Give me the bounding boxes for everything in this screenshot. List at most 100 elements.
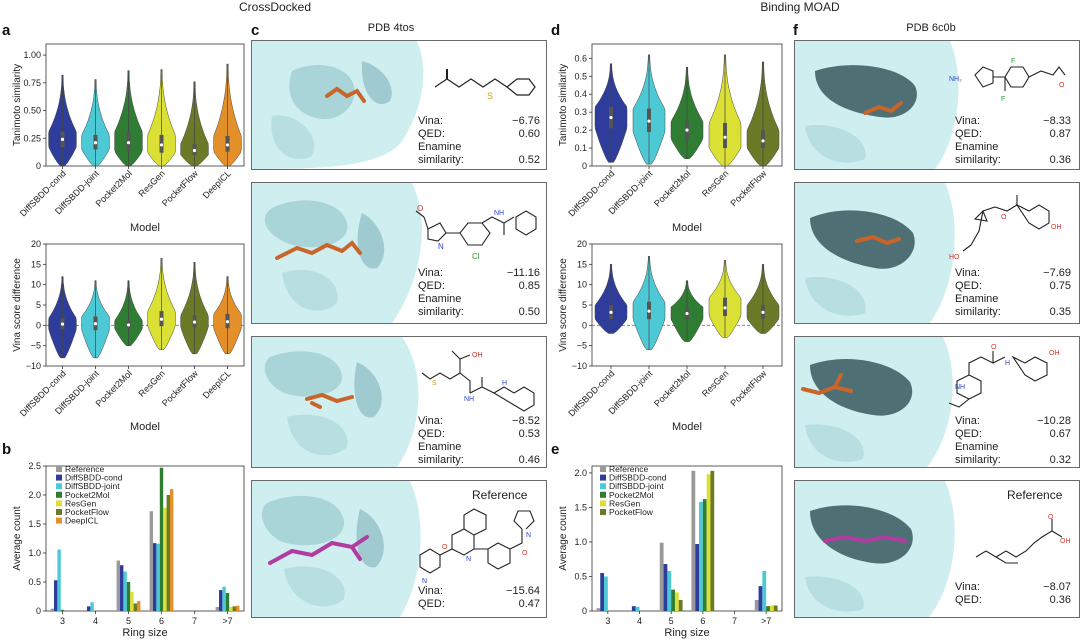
b-bar-Reference-3 [50,608,55,611]
b-bar-DiffSBDD-cond-3 [54,580,58,611]
qed-label: QED: [955,280,982,292]
d-bottom-ytick-label: −5 [577,341,587,351]
e-xtick-label: 7 [732,616,737,626]
e-ylabel: Average count [558,506,569,571]
b-ylabel: Average count [12,506,23,571]
e-xlabel: Ring size [664,627,709,639]
pdb-title-c: PDB 4tos [367,22,415,34]
atom-label-o: O [1059,82,1065,89]
atom-label-nh: NH [494,210,504,217]
b-xtick-label: 4 [93,616,98,626]
qed-value: 0.87 [1049,128,1071,140]
e-xtick-label: 5 [669,616,674,626]
b-ytick-label: 0 [36,606,41,616]
e-bar-DiffSBDD-joint-6 [699,501,703,611]
d-top-median-ResGen [723,135,727,139]
d-top-ytick-label: 0.6 [574,53,587,63]
a-bottom-axes-frame [45,243,245,367]
b-legend-swatch-DiffSBDD-joint [56,483,62,490]
d-bottom-xtick-label: Pocket2Mol [652,368,692,408]
a-top-median-ResGen [159,143,164,147]
d-top-ytick-label: 0 [582,161,587,171]
molecule-card-f-1: NH₂ F F O Vina: −8.33 QED: 0.87 Enamine si… [794,40,1080,170]
e-bar-DiffSBDD-cond-6 [695,544,700,611]
molecule-structure-drawing: OH S NH H [421,350,535,412]
a-bottom-ytick-label: 20 [31,240,41,249]
qed-label: QED: [955,594,982,606]
b-legend-label-ResGen: ResGen [65,498,96,508]
a-bottom-xtick-label: ResGen [136,368,166,398]
a-top-ytick-label: 1.00 [23,50,41,60]
a-top-xlabel: Model [130,222,160,234]
atom-label-oh: OH [1051,224,1062,231]
qed-label: QED: [418,280,445,292]
molecule-structure-drawing: O H OH NH [948,344,1060,408]
d-top-median-DiffSBDD-cond [609,115,613,120]
header-crossdocked: CrossDocked [238,0,312,14]
panel-label-b: b [2,441,12,458]
a-top-ytick-label: 0.75 [23,78,41,88]
vina-value: −7.69 [1043,267,1071,279]
d-bottom-ytick-label: −10 [572,361,587,371]
atom-label-n: N [526,532,531,539]
similarity-value: 0.52 [518,154,540,166]
b-legend-swatch-ResGen [56,500,62,507]
e-bar-ResGen-6 [706,474,711,611]
qed-value: 0.60 [518,128,540,140]
vina-label: Vina: [955,581,980,593]
d-top-median-DiffSBDD-joint [647,119,651,123]
a-bottom-ytick-label: −10 [26,361,41,371]
molecule-card-f-2: O OH HO Vina: −7.69 QED: 0.75 Enamine simi… [794,182,1080,324]
e-legend-swatch-DiffSBDD-joint [600,483,606,490]
e-bar-DiffSBDD-joint-4 [635,606,640,611]
qed-label: QED: [418,128,445,140]
a-top-median-DiffSBDD-cond [60,137,65,141]
b-legend-swatch-Pocket2Mol [56,491,62,498]
b-ytick-label: 0.5 [28,577,41,587]
d-top-xtick-label: PocketFlow [728,168,768,208]
b-axes-frame [45,465,245,612]
qed-value: 0.53 [518,428,540,440]
qed-value: 0.47 [518,598,540,610]
b-legend-swatch-DiffSBDD-cond [56,474,62,481]
molecule-structure-drawing: N O N O N [419,508,535,585]
e-bar-Pocket2Mol->7 [766,606,770,611]
b-bar-PocketFlow-6 [166,495,170,611]
atom-label-o: O [1048,514,1054,521]
enamine-label: Enamine [955,141,999,153]
b-bar-ResGen->7 [229,606,233,611]
b-bar-DiffSBDD-joint-5 [123,571,127,611]
panel-label-f: f [793,22,798,39]
metrics-table: Vina: −6.76 QED: 0.60 Enamine similarity: 0… [418,115,540,167]
atom-label-n: N [438,242,444,251]
reference-label: Reference [472,488,528,502]
b-bar-DeepICL->7 [235,605,240,611]
a-top-ytick-label: 0.25 [23,133,41,143]
d-top-ytick-label: 0.5 [574,71,587,81]
b-legend-label-DiffSBDD-joint: DiffSBDD-joint [65,481,120,491]
e-bar-Reference-6 [691,470,696,611]
b-bar-DiffSBDD-cond-6 [153,543,157,611]
e-bar-DiffSBDD-cond->7 [758,586,763,611]
b-bar-DiffSBDD-joint-4 [90,602,94,611]
d-top-iqr-box-PocketFlow [761,130,765,149]
e-bar-DiffSBDD-cond-4 [631,606,636,611]
atom-label-n: N [466,556,471,563]
b-legend-label-DiffSBDD-cond: DiffSBDD-cond [65,473,123,483]
metrics-table: Vina: −15.64 QED: 0.47 [418,585,540,611]
d-bottom-xtick-label: PocketFlow [728,368,768,408]
atom-label-ho: HO [949,254,960,261]
protein-surface-image [795,41,1079,169]
metrics-table: Vina: −10.28 QED: 0.67 Enamine similarity:… [955,415,1071,467]
d-bottom-median-ResGen [723,306,727,310]
protein-surface-image [252,183,546,323]
d-top-iqr-box-ResGen [723,122,727,149]
a-bottom-median-PocketFlow [192,320,197,324]
similarity-value: 0.50 [518,306,540,318]
panel-label-e: e [551,441,560,458]
header-binding-moad: Binding MOAD [760,0,840,14]
qed-label: QED: [955,428,982,440]
b-xtick-label: 6 [159,616,164,626]
atom-label-f: F [1001,96,1005,103]
a-top-ytick-label: 0 [36,161,41,171]
